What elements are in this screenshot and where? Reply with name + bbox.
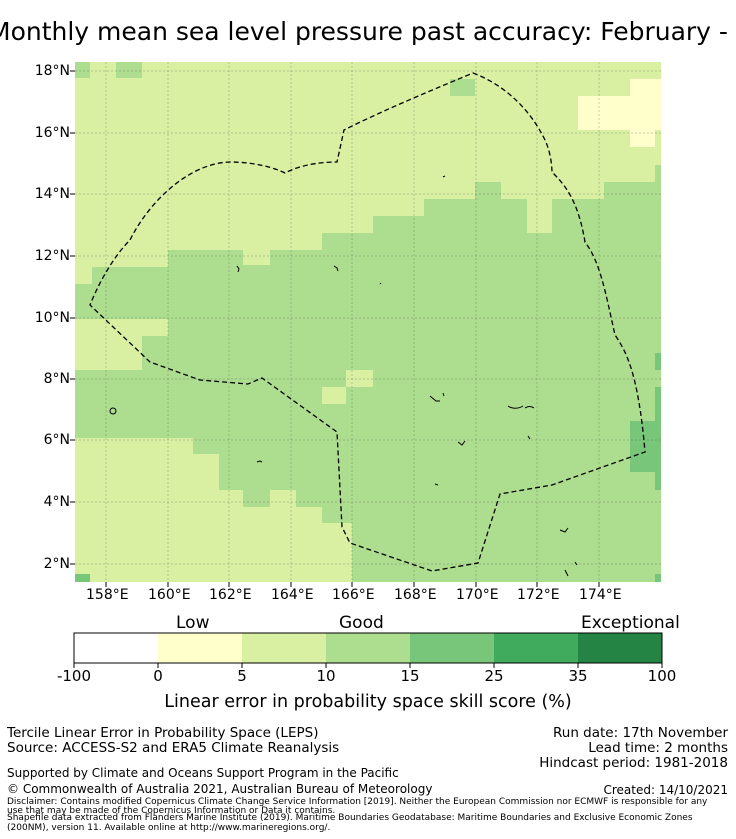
colorbar-tick-label-7: 100 bbox=[647, 667, 677, 685]
info-run-date: Run date: 17th November bbox=[552, 725, 728, 741]
lon-label-164: 164°E bbox=[271, 587, 314, 603]
skill-patch-light-1 bbox=[142, 319, 168, 336]
lon-label-168: 168°E bbox=[394, 587, 437, 603]
colorbar-tick-label-1: 0 bbox=[153, 667, 163, 685]
colorbar-swatch-6 bbox=[494, 633, 578, 663]
skill-region-good bbox=[75, 165, 661, 582]
colorbar-swatch-3 bbox=[242, 633, 326, 663]
info-created-date: Created: 14/10/2021 bbox=[603, 783, 728, 797]
gridlines bbox=[75, 62, 661, 582]
info-copyright: © Commonwealth of Australia 2021, Austra… bbox=[7, 782, 433, 796]
lon-label-174: 174°E bbox=[579, 587, 622, 603]
lon-label-158: 158°E bbox=[86, 587, 129, 603]
info-shapefile-line2: (200NM), version 11. Available online at… bbox=[7, 823, 331, 833]
colorbar-swatch-4 bbox=[326, 633, 410, 663]
colorbar-swatch-1 bbox=[74, 633, 158, 663]
info-disclaimer-line2: use that may be made of the Copernicus I… bbox=[7, 806, 336, 816]
lon-label-170: 170°E bbox=[456, 587, 499, 603]
island-1 bbox=[109, 407, 117, 415]
info-shapefile-line1: Shapefile data extracted from Flanders M… bbox=[7, 813, 693, 823]
colorbar-tick-label-3: 10 bbox=[316, 667, 336, 685]
colorbar-tick-label-2: 5 bbox=[237, 667, 247, 685]
info-disclaimer-line1: Disclaimer: Contains modified Copernicus… bbox=[7, 797, 708, 807]
info-source: Source: ACCESS-S2 and ERA5 Climate Reana… bbox=[7, 740, 340, 756]
chart-title: Monthly mean sea level pressure past acc… bbox=[0, 12, 736, 52]
island-3 bbox=[429, 392, 445, 402]
colorbar-ticks bbox=[73, 663, 663, 668]
maritime-boundary bbox=[89, 72, 646, 572]
colorbar-tick-label-5: 25 bbox=[484, 667, 504, 685]
info-hindcast-period: Hindcast period: 1981-2018 bbox=[539, 755, 728, 771]
islands bbox=[109, 175, 578, 577]
island-4 bbox=[457, 440, 466, 446]
chart-title-text: Monthly mean sea level pressure past acc… bbox=[0, 17, 736, 46]
info-lead-time: Lead time: 2 months bbox=[588, 740, 728, 756]
lat-label-10: 10°N bbox=[34, 310, 70, 326]
lon-label-172: 172°E bbox=[517, 587, 560, 603]
lat-label-2: 2°N bbox=[43, 556, 70, 572]
info-method: Tercile Linear Error in Probability Spac… bbox=[7, 725, 319, 741]
colorbar-category-good: Good bbox=[339, 613, 384, 633]
skill-patch-good-nw1 bbox=[75, 62, 90, 78]
colorbar-category-low: Low bbox=[176, 613, 210, 633]
lon-ticks bbox=[105, 582, 600, 587]
lon-label-166: 166°E bbox=[332, 587, 375, 603]
colorbar-swatch-5 bbox=[410, 633, 494, 663]
colorbar-tick-label-4: 15 bbox=[400, 667, 420, 685]
lon-label-160: 160°E bbox=[148, 587, 191, 603]
skill-patch-good-n bbox=[450, 79, 475, 96]
lat-label-12: 12°N bbox=[34, 248, 70, 264]
skill-patch-verygood-sw bbox=[75, 574, 90, 582]
colorbar-category-exceptional: Exceptional bbox=[581, 613, 680, 633]
lat-label-16: 16°N bbox=[34, 125, 70, 141]
colorbar-axis-label: Linear error in probability space skill … bbox=[164, 692, 572, 712]
skill-patch-light-4 bbox=[75, 438, 92, 454]
island-6 bbox=[256, 460, 263, 463]
lat-label-4: 4°N bbox=[43, 494, 70, 510]
lat-label-6: 6°N bbox=[43, 432, 70, 448]
lon-label-162: 162°E bbox=[209, 587, 252, 603]
island-2 bbox=[507, 405, 535, 409]
colorbar-frame bbox=[73, 632, 663, 664]
skill-patch-verygood-e3 bbox=[655, 353, 661, 370]
colorbar bbox=[73, 632, 663, 668]
colorbar-swatch-2 bbox=[158, 633, 242, 663]
skill-patch-good-nw2 bbox=[116, 62, 142, 78]
lat-label-14: 14°N bbox=[34, 186, 70, 202]
skill-patch-verygood-e2 bbox=[655, 387, 661, 490]
colorbar-tick-label-0: -100 bbox=[56, 667, 92, 685]
lat-label-8: 8°N bbox=[43, 371, 70, 387]
lat-label-18: 18°N bbox=[34, 63, 70, 79]
info-support: Supported by Climate and Oceans Support … bbox=[7, 766, 399, 780]
lat-ticks bbox=[70, 70, 75, 565]
island-8 bbox=[434, 175, 531, 486]
skill-patch-light-3 bbox=[75, 284, 92, 319]
skill-patch-verygood-se bbox=[655, 574, 661, 582]
island-5 bbox=[559, 527, 578, 577]
island-7 bbox=[236, 265, 382, 285]
map-panel bbox=[70, 62, 661, 587]
colorbar-tick-label-6: 35 bbox=[568, 667, 588, 685]
colorbar-swatch-7 bbox=[578, 633, 662, 663]
